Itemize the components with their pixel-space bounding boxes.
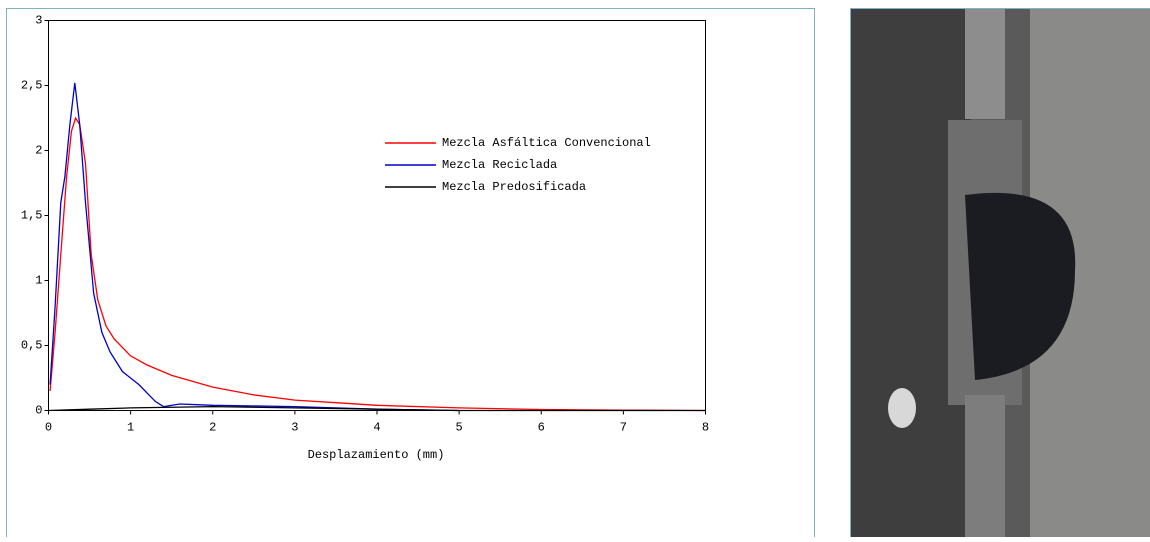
- legend-label: Mezcla Predosificada: [442, 180, 586, 194]
- photo: [851, 9, 1150, 538]
- x-tick-label: 8: [702, 421, 709, 435]
- photo-upper-rod: [965, 9, 1005, 119]
- legend-label: Mezcla Reciclada: [442, 158, 557, 172]
- photo-lower-rod: [965, 395, 1005, 537]
- x-tick-label: 4: [373, 421, 380, 435]
- photo-spot: [888, 388, 916, 428]
- x-tick-label: 7: [620, 421, 627, 435]
- y-tick-label: 1,5: [21, 209, 43, 223]
- x-tick-label: 3: [291, 421, 298, 435]
- y-tick-label: 0: [35, 404, 42, 418]
- x-tick-label: 6: [538, 421, 545, 435]
- x-tick-label: 1: [127, 421, 134, 435]
- y-tick-label: 1: [35, 274, 42, 288]
- y-tick-label: 2: [35, 144, 42, 158]
- x-tick-label: 5: [456, 421, 463, 435]
- y-tick-label: 2,5: [21, 79, 43, 93]
- x-tick-label: 2: [209, 421, 216, 435]
- x-axis-title: Desplazamiento (mm): [308, 448, 445, 462]
- y-tick-label: 3: [35, 14, 42, 28]
- x-tick-label: 0: [45, 421, 52, 435]
- y-tick-label: 0,5: [21, 339, 43, 353]
- legend-label: Mezcla Asfáltica Convencional: [442, 136, 651, 150]
